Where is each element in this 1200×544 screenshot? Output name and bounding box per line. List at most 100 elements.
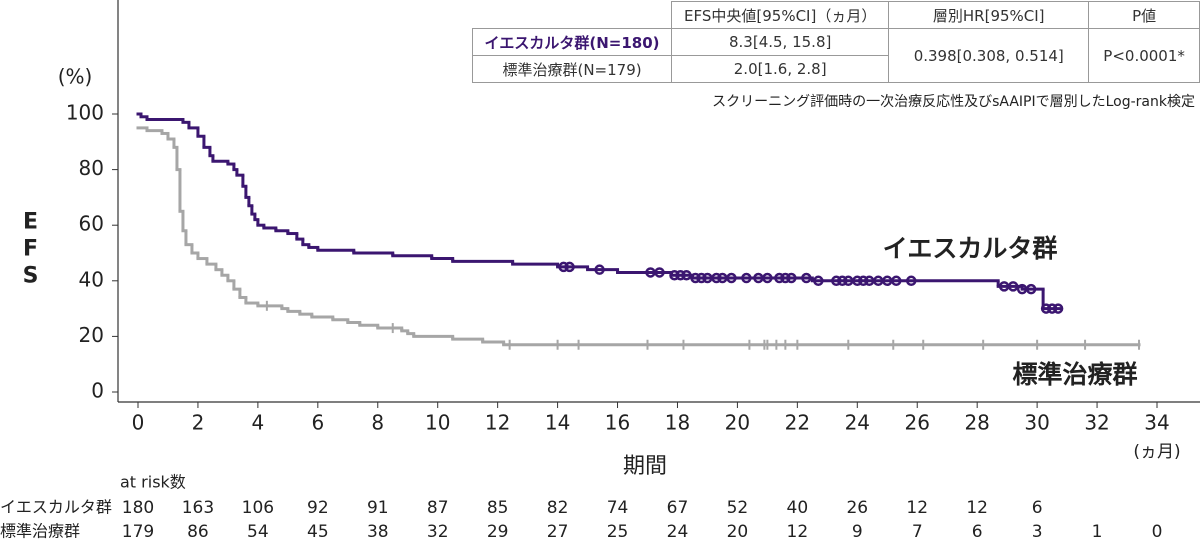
risk-value: 24: [667, 522, 689, 542]
risk-value: 40: [787, 498, 809, 518]
risk-value: 6: [972, 522, 983, 542]
header-cell: P値: [1088, 1, 1200, 29]
x-tick-label: 28: [964, 411, 989, 435]
footnote: スクリーニング評価時の一次治療反応性及びsAAIPIで層別したLog-rank検…: [712, 93, 1195, 110]
risk-value: 45: [307, 522, 329, 542]
censor-mark: [831, 275, 842, 287]
y-unit: (%): [58, 65, 93, 89]
censor-mark: [681, 269, 692, 281]
censor-mark: [669, 269, 680, 281]
x-tick-label: 24: [845, 411, 870, 435]
censor-mark: [858, 275, 869, 287]
series-label: イエスカルタ群: [883, 234, 1058, 263]
censor-mark: [675, 269, 686, 281]
risk-value: 26: [846, 498, 868, 518]
censor-mark: [1046, 303, 1058, 314]
risk-value: 7: [912, 522, 923, 542]
censor-mark: [813, 275, 824, 287]
risk-value: 86: [187, 522, 209, 542]
cell: 0.398[0.308, 0.514]: [888, 28, 1090, 83]
y-tick-label: 0: [91, 379, 104, 403]
censor-mark: [891, 275, 902, 287]
cell: P<0.0001*: [1088, 28, 1200, 83]
x-tick-label: 8: [371, 411, 384, 435]
stats-table: EFS中央値[95%CI]（ヵ月） 層別HR[95%CI] P値 イエスカルタ群(N…: [471, 1, 1200, 83]
x-tick-label: 34: [1144, 411, 1169, 435]
risk-value: 74: [607, 498, 629, 518]
censor-mark: [801, 272, 812, 284]
x-tick-label: 16: [605, 411, 630, 435]
risk-value: 163: [182, 498, 214, 518]
risk-value: 52: [727, 498, 749, 518]
x-unit: (ヵ月): [1133, 442, 1180, 462]
censor-mark: [564, 261, 575, 273]
risk-value: 179: [122, 522, 154, 542]
cell: 2.0[1.6, 2.8]: [671, 55, 890, 83]
censor-mark: [1025, 283, 1037, 295]
y-tick-label: 80: [79, 156, 104, 180]
x-tick-label: 26: [905, 411, 930, 435]
risk-value: 38: [367, 522, 389, 542]
x-tick-label: 6: [311, 411, 324, 435]
censor-mark: [905, 275, 917, 287]
risk-value: 85: [487, 498, 509, 518]
censor-mark: [774, 272, 785, 284]
y-tick-label: 40: [79, 267, 104, 291]
x-tick-label: 32: [1084, 411, 1109, 435]
y-tick-label: 60: [79, 212, 104, 236]
censor-mark: [558, 261, 569, 273]
censor-mark: [711, 272, 722, 284]
censor-mark: [762, 272, 773, 284]
risk-title: at risk数: [120, 473, 186, 492]
x-tick-label: 4: [252, 411, 265, 435]
cell: 8.3[4.5, 15.8]: [671, 28, 890, 56]
censor-mark: [726, 272, 737, 284]
risk-value: 1: [1092, 522, 1103, 542]
x-tick-label: 0: [132, 411, 145, 435]
censor-mark: [696, 272, 707, 284]
risk-value: 20: [727, 522, 749, 542]
risk-value: 12: [787, 522, 809, 542]
censor-mark: [786, 272, 797, 284]
risk-value: 12: [906, 498, 928, 518]
risk-row-label: イエスカルタ群: [0, 498, 112, 517]
y-tick-label: 100: [66, 101, 104, 125]
risk-value: 3: [1032, 522, 1043, 542]
censor-mark: [1052, 303, 1064, 314]
x-tick-label: 10: [425, 411, 450, 435]
risk-value: 29: [487, 522, 509, 542]
censor-mark: [654, 267, 665, 278]
y-axis-label: EFS: [18, 210, 43, 291]
x-tick-label: 18: [665, 411, 690, 435]
risk-value: 87: [427, 498, 449, 518]
risk-value: 27: [547, 522, 569, 542]
row-label: 標準治療群(N=179): [471, 55, 673, 83]
censor-mark: [1007, 281, 1019, 292]
censor-mark: [852, 275, 863, 287]
x-tick-label: 30: [1024, 411, 1049, 435]
risk-value: 6: [1032, 498, 1043, 518]
x-tick-label: 22: [785, 411, 810, 435]
censor-mark: [780, 272, 791, 284]
risk-value: 180: [122, 498, 154, 518]
row-label: イエスカルタ群(N=180): [471, 28, 673, 56]
risk-value: 12: [966, 498, 988, 518]
censor-mark: [594, 264, 605, 275]
risk-value: 25: [607, 522, 629, 542]
risk-value: 0: [1152, 522, 1163, 542]
y-tick-label: 20: [79, 323, 104, 347]
risk-value: 54: [247, 522, 269, 542]
censor-mark: [690, 272, 701, 284]
risk-value: 9: [852, 522, 863, 542]
risk-value: 91: [367, 498, 389, 518]
x-axis-label: 期間: [623, 454, 667, 479]
censor-mark: [1040, 303, 1052, 314]
x-tick-label: 14: [545, 411, 570, 435]
risk-value: 92: [307, 498, 329, 518]
censor-mark: [837, 275, 848, 287]
censor-mark: [741, 272, 752, 284]
header-cell: EFS中央値[95%CI]（ヵ月）: [671, 1, 890, 29]
risk-value: 32: [427, 522, 449, 542]
